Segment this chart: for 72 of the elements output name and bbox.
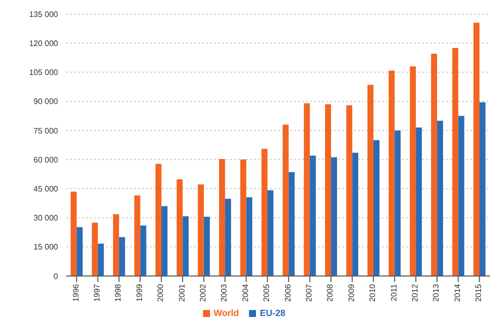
x-tick-label: 2002: [198, 283, 208, 302]
y-tick-label: 120 000: [29, 38, 59, 48]
bar: [473, 22, 480, 276]
bar: [219, 158, 226, 276]
x-tick-label: 2003: [220, 283, 229, 302]
x-tick-label: 2011: [389, 283, 398, 302]
x-tick-label: 2015: [474, 283, 484, 302]
y-tick-label: 60 000: [34, 155, 59, 164]
x-tick-label: 1997: [92, 283, 102, 302]
x-tick-label: 2009: [346, 283, 356, 302]
bar: [98, 244, 104, 276]
bar: [288, 172, 295, 276]
x-tick-label: 2006: [283, 283, 292, 302]
bar: [304, 103, 310, 276]
bar: [134, 195, 140, 276]
bar: [267, 190, 274, 276]
bar: [76, 227, 83, 276]
bar: [155, 164, 162, 276]
bar: [204, 216, 210, 276]
x-tick-label: 1998: [114, 283, 123, 302]
bar: [352, 152, 358, 276]
y-tick-label: 75 000: [34, 126, 59, 136]
y-tick-label: 45 000: [34, 184, 59, 194]
bar: [325, 104, 332, 276]
bar: [246, 197, 252, 276]
bar: [431, 54, 438, 276]
x-tick-label: 2012: [410, 283, 420, 302]
bar: [70, 192, 77, 276]
bar: [225, 198, 232, 276]
bar: [388, 70, 395, 276]
x-tick-label: 2001: [177, 283, 186, 302]
bar: [261, 148, 268, 276]
bar: [240, 160, 246, 276]
x-tick-label: 2008: [326, 283, 335, 302]
legend-label: EU-28: [260, 308, 286, 318]
bar: [310, 156, 316, 276]
y-tick-label: 135 000: [29, 10, 59, 19]
x-tick-label: 1999: [134, 283, 144, 302]
x-tick-label: 1996: [71, 283, 80, 302]
x-tick-label: 2005: [262, 283, 272, 302]
y-tick-label: 15 000: [34, 242, 59, 252]
x-tick-label: 2000: [156, 283, 166, 302]
y-tick-label: 30 000: [34, 214, 59, 223]
y-tick-label: 0: [54, 272, 59, 281]
y-tick-label: 105 000: [29, 68, 59, 78]
bar: [113, 214, 120, 276]
bar: [182, 216, 189, 276]
bar: [346, 105, 352, 276]
bar: [410, 66, 416, 276]
legend-label: World: [214, 308, 239, 318]
bar: [367, 84, 374, 276]
bar: [198, 184, 204, 276]
bar: [479, 102, 486, 276]
bar: [140, 226, 146, 276]
bar: [437, 120, 444, 276]
x-tick-label: 2004: [240, 283, 250, 302]
bar: [458, 116, 464, 276]
bar: [452, 48, 458, 276]
bar: [176, 179, 183, 276]
x-tick-label: 2007: [304, 283, 314, 302]
bar: [161, 206, 168, 276]
x-tick-label: 2014: [452, 283, 462, 302]
bar: [331, 157, 338, 276]
bar: [416, 128, 422, 276]
bar: [92, 222, 98, 276]
x-tick-label: 2010: [368, 283, 378, 302]
bar: [282, 124, 289, 276]
x-tick-label: 2013: [432, 283, 441, 302]
bar: [119, 237, 126, 276]
bar: [373, 140, 380, 276]
y-tick-label: 90 000: [34, 97, 59, 106]
bar: [394, 130, 401, 276]
